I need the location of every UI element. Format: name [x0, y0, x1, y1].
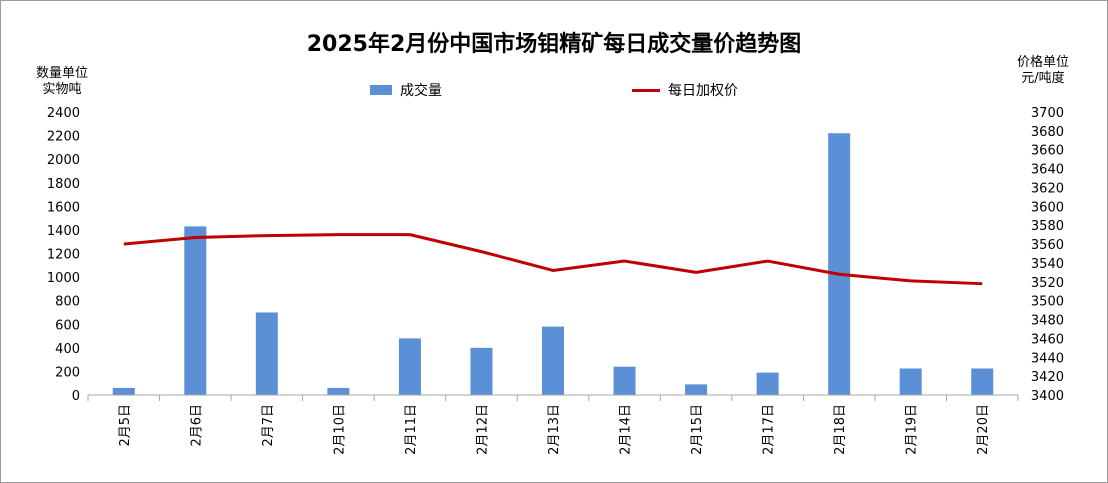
right-tick-label: 3600: [1031, 200, 1064, 215]
legend-swatch-volume: [370, 85, 392, 95]
category-labels: 2月5日 2月6日 2月7日 2月10日 2月11日 2月12日 2月13日 2月14日 2月1…: [118, 404, 991, 455]
legend-item-volume: 成交量: [370, 80, 442, 100]
volume-bar: [899, 368, 922, 395]
left-axis-ticks: 0 200 400 600 800 1000 1200 1400 1600 1800 2000 220…: [47, 106, 80, 404]
right-axis-unit-line-1: 价格单位: [1016, 55, 1069, 70]
left-tick-label: 1800: [47, 177, 80, 192]
category-label: 2月13日: [547, 404, 562, 455]
volume-bar: [112, 387, 135, 395]
right-tick-label: 3620: [1031, 181, 1064, 196]
right-tick-label: 3700: [1031, 106, 1064, 121]
price-line-group: [123, 233, 983, 286]
category-label: 2月5日: [118, 404, 133, 447]
right-tick-label: 3500: [1031, 295, 1064, 310]
left-tick-label: 1000: [47, 271, 80, 286]
volume-bar: [327, 387, 350, 395]
right-tick-label: 3420: [1031, 370, 1064, 385]
volume-bars: [112, 133, 994, 395]
left-tick-label: 2200: [47, 130, 80, 145]
category-label: 2月10日: [332, 404, 347, 455]
category-label: 2月12日: [475, 404, 490, 455]
category-label: 2月14日: [619, 404, 634, 455]
right-tick-label: 3440: [1031, 351, 1064, 366]
volume-bar: [971, 368, 994, 395]
left-axis-unit-line-2: 实物吨: [42, 82, 82, 97]
right-tick-label: 3640: [1031, 163, 1064, 178]
category-label: 2月7日: [261, 404, 276, 447]
right-tick-label: 3520: [1031, 276, 1064, 291]
right-tick-label: 3540: [1031, 257, 1064, 272]
right-axis-ticks: 3400 3420 3440 3460 3480 3500 3520 3540 3560 3580…: [1031, 106, 1064, 404]
right-tick-label: 3660: [1031, 144, 1064, 159]
legend-label-price: 每日加权价: [668, 83, 738, 99]
volume-bar: [184, 226, 207, 395]
legend-label-volume: 成交量: [400, 83, 442, 99]
left-tick-label: 200: [55, 365, 80, 380]
volume-bar: [756, 372, 779, 395]
right-tick-label: 3460: [1031, 332, 1064, 347]
category-label: 2月17日: [762, 404, 777, 455]
left-tick-label: 1600: [47, 200, 80, 215]
left-tick-label: 800: [55, 295, 80, 310]
volume-bar: [613, 366, 636, 395]
right-tick-label: 3580: [1031, 219, 1064, 234]
right-tick-label: 3400: [1031, 389, 1064, 404]
left-tick-label: 2000: [47, 153, 80, 168]
category-label: 2月18日: [833, 404, 848, 455]
right-tick-label: 3680: [1031, 125, 1064, 140]
price-line: [123, 233, 983, 286]
left-tick-label: 1200: [47, 248, 80, 263]
category-label: 2月6日: [189, 404, 204, 447]
volume-bar: [398, 338, 421, 395]
volume-bar: [470, 347, 493, 395]
left-tick-label: 400: [55, 342, 80, 357]
left-tick-label: 600: [55, 318, 80, 333]
left-axis-unit-line-1: 数量单位: [35, 66, 88, 81]
legend-swatch-price: [632, 88, 660, 92]
category-label: 2月19日: [905, 404, 920, 455]
x-axis: [87, 394, 1019, 401]
volume-bar: [255, 312, 278, 395]
left-tick-label: 2400: [47, 106, 80, 121]
volume-bar: [828, 133, 851, 395]
volume-bar: [542, 326, 564, 395]
right-tick-label: 3560: [1031, 238, 1064, 253]
right-axis-unit-label: 价格单位 元/吨度: [1003, 55, 1083, 87]
right-axis-unit-line-2: 元/吨度: [1021, 71, 1065, 86]
category-label: 2月20日: [976, 404, 991, 455]
left-tick-label: 0: [72, 389, 80, 404]
volume-bar: [685, 384, 708, 395]
left-tick-label: 1400: [47, 224, 80, 239]
legend-item-price: 每日加权价: [632, 80, 738, 100]
category-label: 2月11日: [404, 404, 419, 455]
category-label: 2月15日: [690, 404, 705, 455]
right-tick-label: 3480: [1031, 314, 1064, 329]
chart-title: 2025年2月份中国市场钼精矿每日成交量价趋势图: [306, 32, 802, 57]
left-axis-unit-label: 数量单位 实物吨: [22, 66, 102, 98]
